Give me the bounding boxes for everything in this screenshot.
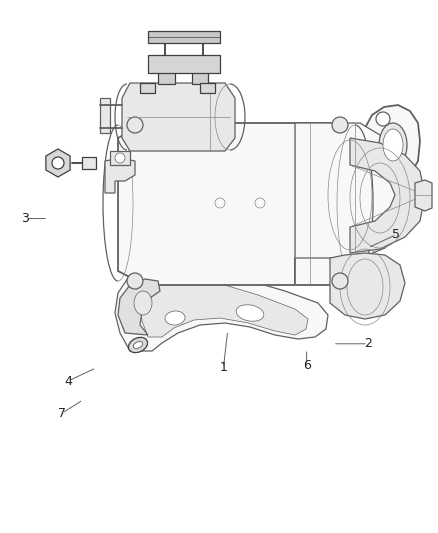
Polygon shape	[158, 71, 175, 84]
Ellipse shape	[127, 117, 143, 133]
Ellipse shape	[332, 273, 348, 289]
Polygon shape	[110, 151, 130, 165]
Polygon shape	[82, 157, 96, 169]
Ellipse shape	[52, 157, 64, 169]
Ellipse shape	[134, 291, 152, 315]
Polygon shape	[415, 180, 432, 211]
Text: 2: 2	[364, 337, 372, 350]
Polygon shape	[140, 275, 308, 337]
Polygon shape	[295, 123, 405, 285]
Text: 4: 4	[64, 375, 72, 387]
Text: 7: 7	[58, 407, 66, 419]
Ellipse shape	[383, 129, 403, 161]
Polygon shape	[140, 83, 155, 93]
Ellipse shape	[115, 153, 125, 163]
Ellipse shape	[236, 305, 264, 321]
Text: 3: 3	[21, 212, 29, 225]
Polygon shape	[122, 83, 235, 151]
Polygon shape	[148, 31, 220, 43]
Polygon shape	[350, 138, 425, 253]
Polygon shape	[100, 98, 110, 133]
Ellipse shape	[127, 273, 143, 289]
Ellipse shape	[133, 342, 143, 349]
Ellipse shape	[376, 112, 390, 126]
Ellipse shape	[128, 337, 148, 353]
Text: 1: 1	[219, 361, 227, 374]
Polygon shape	[148, 55, 220, 73]
Polygon shape	[118, 279, 160, 335]
Text: 5: 5	[392, 228, 400, 241]
Polygon shape	[105, 158, 135, 193]
Polygon shape	[330, 253, 405, 319]
Polygon shape	[115, 265, 328, 351]
Ellipse shape	[165, 311, 185, 325]
Ellipse shape	[379, 123, 407, 167]
Polygon shape	[200, 83, 215, 93]
Polygon shape	[46, 149, 70, 177]
Polygon shape	[363, 105, 420, 185]
Text: 6: 6	[303, 359, 311, 372]
Ellipse shape	[332, 117, 348, 133]
Polygon shape	[192, 71, 208, 84]
Ellipse shape	[391, 164, 405, 178]
Polygon shape	[118, 123, 355, 285]
